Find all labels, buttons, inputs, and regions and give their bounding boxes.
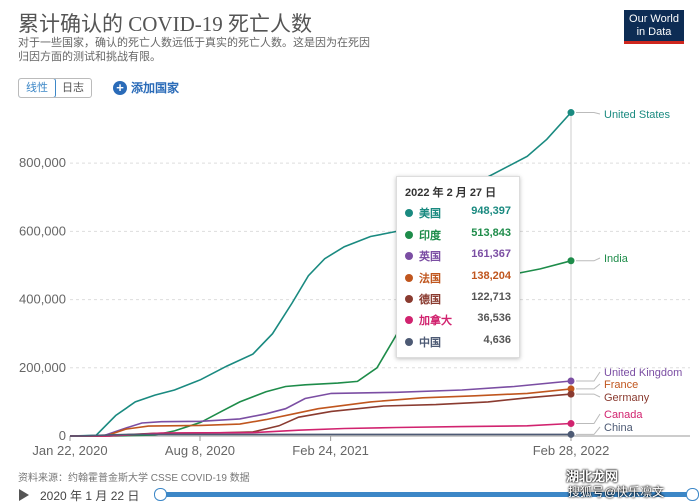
tooltip-row: 中国 4,636 [405, 334, 511, 350]
chart-title: 累计确认的 COVID-19 死亡人数 [18, 12, 312, 36]
owid-logo[interactable]: Our World in Data [624, 10, 684, 44]
tooltip-row: 德国 122,713 [405, 291, 511, 307]
series-line [69, 111, 572, 437]
timeline-track[interactable] [162, 492, 694, 497]
y-tick-label: 800,000 [19, 155, 66, 170]
label-connector [576, 371, 601, 382]
series-end-label: United Kingdom [604, 367, 682, 379]
label-connector [576, 257, 601, 262]
timeline-end-handle[interactable] [686, 488, 699, 501]
watermark-logo-text: 湖北龙网 [566, 469, 619, 484]
label-connector [576, 413, 601, 424]
label-connector [576, 112, 601, 115]
series-end-label: China [604, 422, 634, 434]
x-tick-label: Jan 22, 2020 [32, 443, 107, 458]
tooltip-row: 加拿大 36,536 [405, 312, 511, 328]
x-tick-label: Aug 8, 2020 [165, 443, 235, 458]
tooltip-country: 美国 [419, 208, 441, 220]
series-end-point [567, 257, 575, 265]
series-line [69, 388, 572, 437]
logo-line-2: in Data [636, 26, 672, 38]
tooltip-country: 中国 [419, 337, 441, 349]
tooltip-dot [405, 231, 413, 239]
timeline-start-handle[interactable] [154, 488, 167, 501]
series-line [70, 380, 572, 437]
logo-accent-bar [624, 41, 684, 44]
tooltip-row: 英国 161,367 [405, 248, 511, 264]
label-connector [576, 383, 601, 390]
log-scale-button[interactable]: 日志 [62, 82, 84, 94]
tooltip-value: 138,204 [471, 270, 511, 282]
chart-subtitle: 对于一些国家，确认的死亡人数远低于真实的死亡人数。这是因为在死因归因方面的测试和… [18, 37, 370, 63]
add-country-button[interactable]: + 添加国家 [113, 79, 179, 96]
tooltip-value: 513,843 [471, 227, 511, 239]
add-country-label: 添加国家 [131, 81, 180, 95]
plus-icon: + [113, 80, 127, 95]
series-end-point [567, 377, 575, 385]
label-connector [576, 426, 601, 435]
label-connector [576, 393, 601, 398]
tooltip-value: 948,397 [471, 205, 511, 217]
tooltip-value: 36,536 [477, 312, 511, 324]
tooltip-row: 法国 138,204 [405, 270, 511, 286]
series-end-label: United States [604, 109, 671, 121]
tooltip-country: 英国 [419, 251, 441, 263]
x-tick-label: Feb 24, 2021 [292, 443, 369, 458]
tooltip-dot [405, 338, 413, 346]
tooltip-date: 2022 年 2 月 27 日 [405, 187, 497, 199]
logo-line-1: Our World [629, 13, 679, 25]
tooltip-value: 122,713 [471, 291, 511, 303]
series-end-label: France [604, 379, 638, 391]
tooltip-dot [405, 316, 413, 324]
series-end-point [567, 430, 575, 438]
series-end-label: Germany [604, 392, 650, 404]
tooltip-value: 161,367 [471, 248, 511, 260]
linear-scale-button[interactable]: 线性 [19, 79, 56, 97]
data-source: 资料来源：约翰霍普金斯大学 CSSE COVID-19 数据 [18, 473, 250, 484]
scale-toggle: 线性 日志 [18, 78, 92, 98]
tooltip-dot [405, 295, 413, 303]
tooltip-country: 印度 [419, 230, 441, 242]
series-end-point [567, 420, 575, 428]
tooltip-dot [405, 274, 413, 282]
watermark-account-text: 搜狐号@快乐凛文 [568, 485, 665, 499]
timeline-start-date: 2020 年 1 月 22 日 [40, 489, 140, 503]
series-end-point [567, 390, 575, 398]
tooltip-country: 德国 [419, 294, 441, 306]
tooltip-country: 加拿大 [419, 315, 452, 327]
x-tick-label: Feb 28, 2022 [533, 443, 610, 458]
y-tick-label: 0 [59, 428, 66, 443]
series-line [70, 433, 571, 437]
tooltip-dot [405, 252, 413, 260]
tooltip-country: 法国 [419, 273, 441, 285]
tooltip-value: 4,636 [483, 334, 511, 346]
tooltip-dot [405, 209, 413, 217]
y-tick-label: 400,000 [19, 292, 66, 307]
tooltip-row: 印度 513,843 [405, 227, 511, 243]
y-tick-label: 200,000 [19, 360, 66, 375]
chart-tooltip: 2022 年 2 月 27 日 美国 948,397 印度 513,843 英国… [396, 176, 520, 358]
series-end-label: Canada [604, 409, 643, 421]
play-icon[interactable] [19, 489, 29, 501]
series-end-point [567, 385, 575, 393]
series-end-label: India [604, 253, 629, 265]
y-tick-label: 600,000 [19, 223, 66, 238]
series-end-point [567, 109, 575, 117]
tooltip-row: 美国 948,397 [405, 205, 511, 221]
